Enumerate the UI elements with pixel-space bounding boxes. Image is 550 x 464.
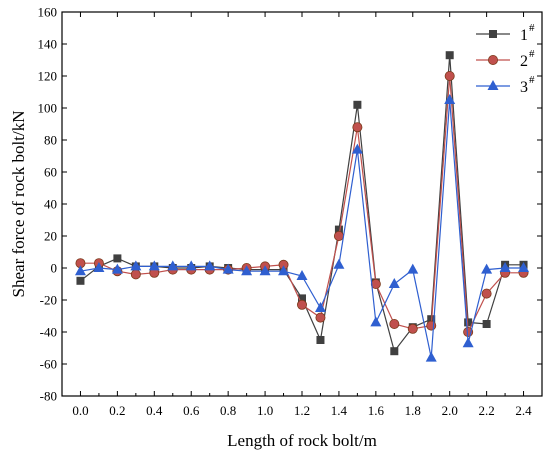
legend-label-sup: # [529, 48, 535, 60]
legend-label: 1 [520, 27, 528, 44]
data-point-circle [296, 299, 307, 310]
data-point-square [298, 294, 306, 303]
data-point-square [390, 347, 399, 356]
data-point-triangle [388, 278, 400, 288]
x-tick-label: 0.2 [109, 403, 125, 418]
data-point-triangle [74, 265, 86, 276]
x-axis-ticks: 0.0 0.2 0.4 0.6 0.8 1.0 1.2 1.4 1.6 1.8 2.0 2.2 2.4 [72, 12, 532, 418]
legend-label: 3 [520, 79, 528, 96]
data-point-circle [333, 230, 344, 241]
data-point-triangle [351, 143, 363, 154]
data-point-circle [315, 312, 326, 323]
y-tick-label: 20 [44, 229, 57, 244]
x-tick-label: 1.2 [294, 403, 310, 418]
data-point-circle [352, 122, 363, 133]
data-point-triangle [296, 270, 308, 280]
data-point-triangle [93, 262, 105, 272]
data-point-triangle [130, 260, 142, 271]
data-point-triangle [462, 337, 474, 348]
y-tick-label: 60 [44, 165, 57, 180]
data-point-square [334, 225, 343, 234]
data-point-triangle [185, 260, 197, 271]
y-tick-label: 120 [38, 69, 58, 84]
data-point-square [316, 336, 325, 344]
data-point-triangle [241, 265, 253, 276]
legend-swatch-marker [487, 55, 498, 66]
data-point-triangle [370, 316, 382, 327]
data-point-square [113, 254, 122, 263]
y-tick-label: 40 [44, 197, 57, 212]
data-point-circle [389, 318, 400, 329]
data-point-circle [407, 323, 418, 334]
data-point-triangle [333, 258, 345, 269]
data-point-circle [444, 71, 455, 82]
legend: 1 #2 #3 # [476, 22, 535, 96]
data-point-circle [130, 269, 141, 280]
data-point-circle [481, 288, 492, 299]
x-tick-label: 2.0 [442, 403, 458, 418]
y-tick-label: -40 [40, 325, 57, 340]
legend-swatch-marker [487, 80, 499, 90]
data-point-square [76, 276, 85, 285]
data-point-triangle [499, 262, 511, 272]
x-tick-label: 1.8 [405, 403, 421, 418]
data-point-triangle [481, 263, 493, 274]
data-point-triangle [518, 262, 530, 272]
x-tick-label: 2.2 [478, 403, 494, 418]
y-axis-title: Shear force of rock bolt/kN [9, 111, 28, 298]
data-point-triangle [222, 263, 234, 274]
data-point-circle [426, 320, 437, 331]
y-tick-label: -80 [40, 389, 57, 404]
y-tick-label: 0 [51, 261, 58, 276]
data-point-triangle [204, 260, 216, 271]
x-tick-label: 1.6 [368, 403, 385, 418]
data-point-triangle [167, 260, 179, 271]
data-point-triangle [314, 302, 326, 312]
data-point-triangle [111, 263, 123, 274]
x-axis-title: Length of rock bolt/m [227, 431, 377, 450]
y-tick-label: 140 [38, 37, 58, 52]
x-tick-label: 1.0 [257, 403, 273, 418]
legend-label-sup: # [529, 22, 535, 34]
data-point-triangle [407, 263, 419, 274]
data-point-square [445, 51, 454, 60]
series-line [80, 99, 524, 358]
plot-frame [61, 11, 543, 397]
data-point-triangle [444, 94, 456, 104]
data-point-triangle [148, 260, 160, 271]
y-tick-label: 80 [44, 133, 57, 148]
data-point-square [353, 100, 362, 109]
y-tick-label: 160 [38, 5, 58, 20]
y-tick-label: -60 [40, 357, 57, 372]
x-tick-label: 2.4 [515, 403, 532, 418]
x-tick-label: 0.6 [183, 403, 200, 418]
data-point-square [482, 320, 491, 328]
data-point-square [464, 318, 473, 327]
data-point-triangle [425, 351, 437, 362]
data-point-triangle [259, 265, 271, 276]
series-layer [74, 51, 530, 362]
legend-label: 2 [520, 53, 528, 70]
x-tick-label: 0.8 [220, 403, 236, 418]
series-triangle-3 [74, 94, 530, 362]
legend-label-sup: # [529, 74, 535, 86]
y-axis-ticks: -80 -60 -40 -20 0 20 40 60 80 100 120 140 160 [38, 5, 542, 404]
x-tick-label: 1.4 [331, 403, 348, 418]
x-tick-label: 0.4 [146, 403, 163, 418]
legend-swatch-marker [489, 30, 497, 38]
y-tick-label: -20 [40, 293, 57, 308]
y-tick-label: 100 [38, 101, 58, 116]
data-point-triangle [278, 265, 290, 276]
x-tick-label: 0.0 [72, 403, 88, 418]
